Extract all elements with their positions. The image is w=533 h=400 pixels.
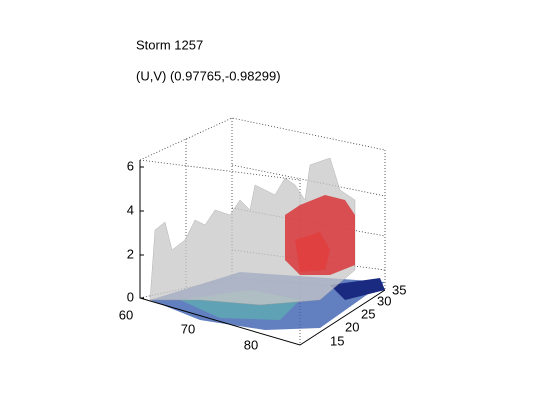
subtitle: (U,V) (0.97765,-0.98299) — [136, 68, 281, 83]
x-tick-label: 70 — [181, 321, 195, 336]
y-tick-label: 20 — [345, 319, 359, 334]
y-tick-label: 15 — [330, 333, 344, 348]
axis-lines — [139, 160, 386, 346]
x-tick-label: 80 — [244, 337, 258, 352]
axes — [139, 160, 386, 346]
z-ticks — [140, 166, 144, 299]
y-tick-label: 30 — [377, 293, 391, 308]
title: Storm 1257 — [136, 37, 203, 52]
x-tick-label: 60 — [119, 307, 133, 322]
z-tick-label: 2 — [127, 246, 134, 261]
red-core — [295, 232, 330, 272]
y-tick-label: 25 — [361, 306, 375, 321]
dark-patch — [330, 278, 385, 300]
surfaces — [149, 157, 385, 330]
z-tick-label: 4 — [127, 202, 134, 217]
z-tick-label: 0 — [127, 289, 134, 304]
z-tick-label: 6 — [127, 158, 134, 173]
y-tick-label: 35 — [392, 282, 406, 297]
